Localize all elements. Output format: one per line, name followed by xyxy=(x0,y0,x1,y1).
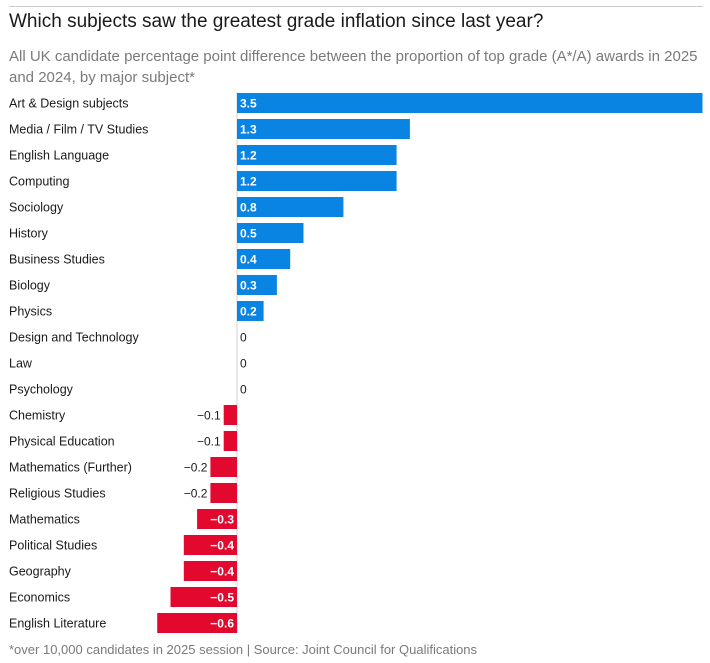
category-label: Computing xyxy=(9,175,69,189)
data-label: 0 xyxy=(240,331,247,345)
category-label: Biology xyxy=(9,279,51,293)
bar xyxy=(237,301,264,321)
bar xyxy=(210,457,237,477)
category-label: Political Studies xyxy=(9,539,97,553)
category-label: History xyxy=(9,227,49,241)
data-label: −0.2 xyxy=(184,487,208,501)
bar xyxy=(237,249,291,269)
bar xyxy=(237,145,397,165)
bar xyxy=(183,561,237,581)
category-label: Geography xyxy=(9,565,72,579)
data-label: 1.2 xyxy=(240,149,257,163)
chart-subtitle: All UK candidate percentage point differ… xyxy=(9,48,698,86)
category-label: Physics xyxy=(9,305,52,319)
data-label: 0.3 xyxy=(240,279,257,293)
bar xyxy=(237,223,304,243)
category-label: Business Studies xyxy=(9,253,105,267)
source-note: *over 10,000 candidates in 2025 session … xyxy=(9,642,478,657)
bar xyxy=(237,119,410,139)
data-label: −0.4 xyxy=(210,539,234,553)
bar xyxy=(237,93,703,113)
bar xyxy=(210,483,237,503)
data-label: −0.4 xyxy=(210,565,234,579)
data-label: −0.5 xyxy=(210,591,234,605)
bar xyxy=(183,535,237,555)
category-label: Design and Technology xyxy=(9,331,139,345)
bar xyxy=(170,587,237,607)
top-rule xyxy=(9,6,703,7)
data-label: 3.5 xyxy=(240,97,257,111)
category-label: Mathematics (Further) xyxy=(9,461,132,475)
data-label: 0.2 xyxy=(240,305,257,319)
data-label: 0 xyxy=(240,357,247,371)
data-label: 1.2 xyxy=(240,175,257,189)
category-label: Sociology xyxy=(9,201,64,215)
category-label: Law xyxy=(9,357,33,371)
bar xyxy=(237,197,344,217)
bar xyxy=(157,613,237,633)
category-label: Media / Film / TV Studies xyxy=(9,123,148,137)
category-label: Psychology xyxy=(9,383,74,397)
data-label: −0.1 xyxy=(197,409,221,423)
data-label: −0.2 xyxy=(184,461,208,475)
category-label: English Literature xyxy=(9,617,106,631)
bar xyxy=(223,405,237,425)
data-label: 0.4 xyxy=(240,253,257,267)
data-label: 1.3 xyxy=(240,123,257,137)
bar xyxy=(197,509,237,529)
category-label: Physical Education xyxy=(9,435,115,449)
chart-title: Which subjects saw the greatest grade in… xyxy=(9,11,544,32)
data-label: 0 xyxy=(240,383,247,397)
data-label: −0.1 xyxy=(197,435,221,449)
category-label: Religious Studies xyxy=(9,487,106,501)
data-label: 0.5 xyxy=(240,227,257,241)
bar xyxy=(237,171,397,191)
category-label: English Language xyxy=(9,149,109,163)
category-label: Mathematics xyxy=(9,513,80,527)
data-label: −0.3 xyxy=(210,513,234,527)
data-label: −0.6 xyxy=(210,617,234,631)
category-label: Economics xyxy=(9,591,70,605)
bar-chart: Art & Design subjects 3.5 Media / Film / T… xyxy=(9,92,703,633)
bar xyxy=(223,431,237,451)
data-label: 0.8 xyxy=(240,201,257,215)
category-label: Art & Design subjects xyxy=(9,97,129,111)
bar xyxy=(237,275,277,295)
category-label: Chemistry xyxy=(9,409,66,423)
